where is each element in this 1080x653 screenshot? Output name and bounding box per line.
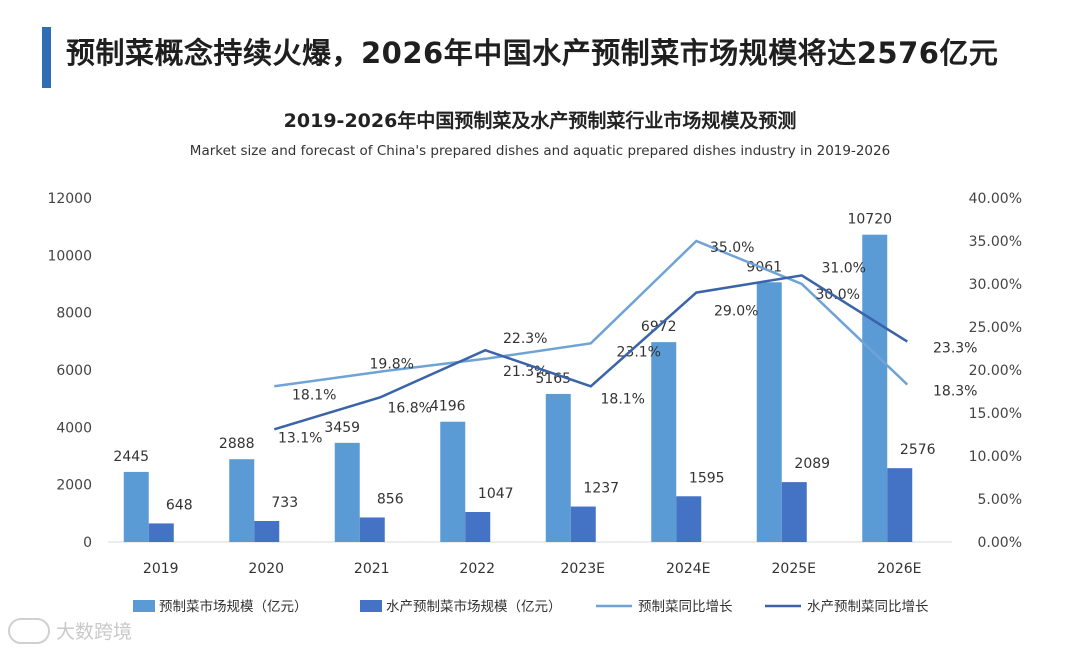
left-axis-tick: 2000: [56, 478, 92, 494]
x-axis-tick: 2026E: [877, 561, 921, 577]
line-data-label: 23.3%: [933, 341, 977, 357]
legend-label: 水产预制菜市场规模（亿元）: [386, 598, 562, 615]
bar-aquatic-market: [148, 523, 174, 542]
line-data-label: 19.8%: [370, 357, 414, 373]
right-axis-tick: 30.00%: [969, 277, 1022, 293]
bar-data-label: 1237: [583, 481, 619, 497]
right-axis-tick: 0.00%: [978, 535, 1022, 551]
bar-data-label: 1595: [689, 470, 725, 486]
bar-data-label: 5165: [535, 371, 571, 387]
right-axis-tick: 25.00%: [969, 320, 1022, 336]
bar-data-label: 2445: [113, 449, 149, 465]
line-aquatic-growth: [273, 274, 908, 431]
page-title: 预制菜概念持续火爆，2026年中国水产预制菜市场规模将达2576亿元: [66, 36, 999, 70]
right-axis-tick: 20.00%: [969, 363, 1022, 379]
right-axis-tick: 10.00%: [969, 449, 1022, 465]
legend-swatch: [360, 600, 382, 612]
bar-data-label: 856: [377, 491, 404, 507]
x-axis-tick: 2024E: [666, 561, 710, 577]
bar-total-market: [862, 234, 888, 542]
bar-data-label: 733: [271, 495, 298, 511]
right-axis-tick: 15.00%: [969, 406, 1022, 422]
bar-data-label: 2576: [900, 442, 936, 458]
bar-data-label: 4196: [430, 399, 466, 415]
bar-data-label: 10720: [847, 212, 892, 228]
bar-total-market: [229, 459, 255, 542]
line-data-label: 18.3%: [933, 384, 977, 400]
left-axis-tick: 0: [83, 535, 92, 551]
right-axis-tick: 35.00%: [969, 234, 1022, 250]
bar-total-market: [756, 282, 782, 542]
legend-swatch: [133, 600, 155, 612]
x-axis-tick: 2020: [248, 561, 284, 577]
left-axis-tick: 8000: [56, 306, 92, 322]
legend-label: 预制菜同比增长: [638, 599, 733, 615]
line-data-label: 31.0%: [822, 260, 866, 276]
bar-data-label: 2888: [219, 436, 255, 452]
watermark-text: 大数跨境: [56, 621, 133, 643]
x-axis-tick: 2025E: [772, 561, 816, 577]
bar-aquatic-market: [887, 468, 913, 542]
watermark: 大数跨境: [8, 617, 132, 644]
bar-data-label: 3459: [324, 420, 360, 436]
line-data-label: 21.3%: [503, 364, 547, 380]
line-data-label: 18.1%: [601, 391, 645, 407]
line-data-label: 22.3%: [503, 331, 547, 347]
title-accent-bar: [42, 27, 51, 88]
bar-aquatic-market: [781, 482, 807, 542]
bar-total-market: [334, 442, 360, 542]
line-data-label: 13.1%: [278, 430, 322, 446]
x-axis-tick: 2021: [354, 561, 390, 577]
legend-label: 预制菜市场规模（亿元）: [159, 598, 308, 615]
x-axis-tick: 2022: [459, 561, 495, 577]
bar-total-market: [123, 471, 149, 542]
left-axis-tick: 4000: [56, 420, 92, 436]
bar-total-market: [651, 342, 677, 542]
left-axis-tick: 6000: [56, 363, 92, 379]
watermark-logo-icon: [8, 617, 50, 644]
line-data-label: 29.0%: [714, 304, 758, 320]
left-axis-tick: 12000: [47, 191, 92, 207]
bar-aquatic-market: [676, 496, 702, 542]
bar-data-label: 1047: [478, 486, 514, 502]
bar-aquatic-market: [254, 520, 280, 542]
bar-aquatic-market: [359, 517, 385, 542]
bar-aquatic-market: [570, 506, 596, 542]
x-axis-tick: 2023E: [561, 561, 605, 577]
line-data-label: 35.0%: [710, 240, 754, 256]
line-data-label: 23.1%: [617, 344, 661, 360]
bar-aquatic-market: [465, 511, 491, 542]
line-data-label: 18.1%: [292, 387, 336, 403]
x-axis-tick: 2019: [143, 561, 179, 577]
chart-title: 2019-2026年中国预制菜及水产预制菜行业市场规模及预测: [283, 110, 797, 132]
bar-total-market: [440, 421, 466, 542]
right-axis-tick: 40.00%: [969, 191, 1022, 207]
chart-subtitle: Market size and forecast of China's prep…: [189, 143, 891, 159]
bar-total-market: [545, 393, 571, 542]
left-axis-tick: 10000: [47, 248, 92, 264]
line-data-label: 16.8%: [388, 401, 432, 417]
bar-data-label: 648: [166, 497, 193, 513]
line-total-growth: [274, 239, 909, 388]
legend-label: 水产预制菜同比增长: [807, 599, 929, 615]
bar-data-label: 2089: [794, 456, 830, 472]
right-axis-tick: 5.00%: [978, 492, 1022, 508]
